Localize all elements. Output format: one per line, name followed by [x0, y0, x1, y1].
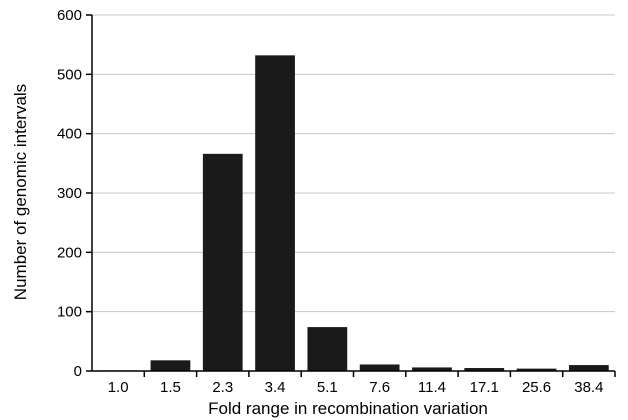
bar-1.5	[150, 360, 191, 371]
x-tick-label: 5.1	[317, 379, 338, 396]
bar-3.4	[255, 55, 295, 371]
bar-25.6	[516, 368, 557, 371]
axes	[86, 14, 616, 377]
bar-17.1	[464, 368, 505, 371]
y-tick-label: 200	[57, 244, 82, 261]
y-axis-title: Number of genomic intervals	[11, 84, 30, 300]
x-tick-label: 7.6	[369, 379, 390, 396]
x-tick-label: 11.4	[418, 379, 446, 396]
x-tick-label: 38.4	[574, 379, 603, 396]
y-tick-label: 0	[74, 363, 82, 380]
x-tick-label: 2.3	[212, 379, 233, 396]
y-tick-label: 300	[57, 185, 82, 202]
x-axis-title: Fold range in recombination variation	[208, 399, 488, 418]
y-tick-label: 400	[57, 126, 82, 143]
bars	[98, 55, 609, 372]
bar-2.3	[202, 153, 243, 371]
bar-5.1	[307, 327, 348, 371]
x-tick-label: 1.0	[108, 379, 129, 396]
bar-11.4	[412, 367, 452, 371]
bar-7.6	[359, 364, 400, 371]
y-tick-label: 500	[57, 66, 82, 83]
tick-labels: 0 100 200 300 400 500 600 1.0 1.5 2.3 3.4 5.1 7.6 11.…	[57, 7, 603, 396]
x-tick-label: 17.1	[470, 379, 499, 396]
y-tick-label: 600	[57, 7, 82, 24]
x-tick-label: 3.4	[265, 379, 286, 396]
gridlines	[92, 14, 615, 313]
bar-38.4	[568, 365, 609, 371]
x-tick-label: 25.6	[522, 379, 551, 396]
x-tick-label: 1.5	[160, 379, 181, 396]
y-tick-label: 100	[57, 304, 82, 321]
